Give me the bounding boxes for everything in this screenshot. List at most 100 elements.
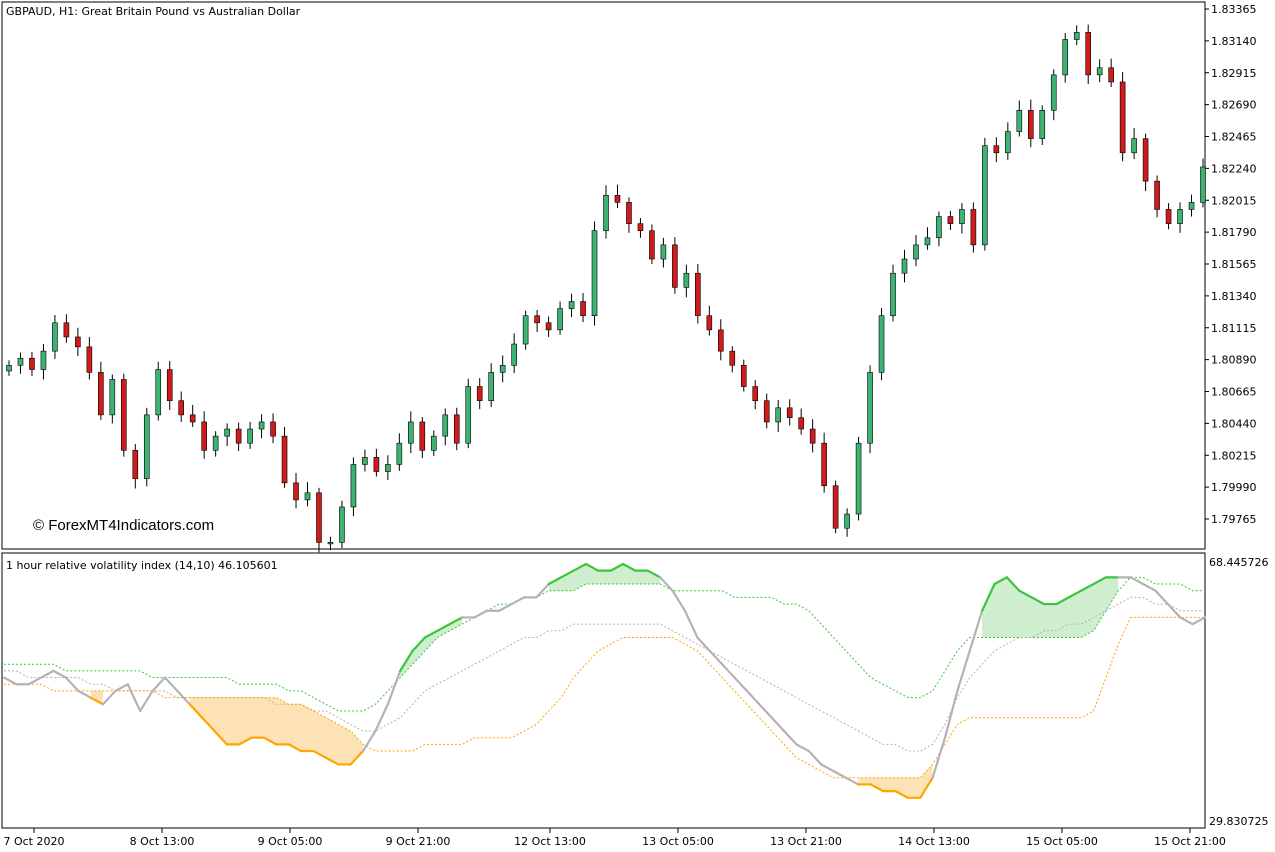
price-tick-label: 1.83365	[1211, 3, 1257, 16]
candle-body	[649, 230, 655, 260]
rvi-line-segment	[52, 669, 68, 679]
rvi-line-segment	[572, 562, 588, 572]
candle	[385, 455, 391, 481]
candle-body	[775, 407, 782, 423]
candle-body	[385, 464, 391, 472]
rvi-line-segment	[349, 749, 365, 766]
overbought-fill	[437, 624, 450, 638]
rvi-line-segment	[77, 689, 92, 699]
candle-body	[672, 244, 678, 288]
candle-body	[362, 457, 368, 465]
candle	[339, 500, 345, 549]
rvi-line-segment	[919, 776, 934, 799]
candle-body	[1085, 32, 1091, 76]
candle	[442, 408, 449, 446]
candle	[1200, 158, 1206, 208]
candle-body	[6, 364, 12, 372]
candle-body	[1050, 74, 1057, 111]
candle	[396, 433, 403, 471]
candle-body	[763, 400, 770, 423]
candle	[430, 430, 437, 456]
candle-body	[17, 357, 24, 366]
candle-body	[316, 492, 322, 543]
candle-body	[1188, 202, 1195, 210]
candle-body	[683, 272, 690, 288]
overbought-fill	[982, 584, 995, 638]
rvi-line-segment	[807, 749, 823, 766]
candle	[1131, 128, 1137, 160]
candle-body	[339, 506, 345, 543]
rvi-line-segment	[894, 790, 909, 799]
watermark: © ForexMT4Indicators.com	[33, 517, 214, 534]
candle-body	[901, 258, 908, 274]
oversold-fill	[870, 777, 884, 792]
oversold-fill	[858, 777, 871, 785]
candle-body	[913, 244, 919, 260]
oversold-fill	[338, 724, 351, 765]
rvi-line-segment	[1055, 596, 1070, 606]
candle-body	[408, 421, 414, 444]
candle	[959, 203, 965, 234]
time-tick-label: 12 Oct 13:00	[514, 835, 586, 848]
price-pane[interactable]	[1, 1, 1206, 550]
candle-body	[855, 442, 862, 515]
candle-body	[626, 202, 632, 224]
candle	[545, 316, 552, 337]
time-tick-label: 9 Oct 05:00	[258, 835, 323, 848]
candle-body	[212, 435, 219, 451]
candle	[809, 419, 816, 453]
overbought-fill	[1093, 577, 1106, 631]
time-tick-label: 7 Oct 2020	[3, 835, 64, 848]
rvi-line-segment	[782, 729, 798, 746]
candle	[86, 336, 93, 380]
candle-body	[1142, 138, 1149, 182]
rvi-line-segment	[721, 663, 736, 679]
candle-body	[465, 386, 472, 444]
candle	[511, 333, 517, 374]
candle	[132, 443, 139, 489]
rvi-line-segment	[510, 596, 526, 606]
overbought-fill	[623, 563, 636, 585]
candle-body	[1108, 67, 1114, 83]
candle-body	[982, 145, 988, 246]
candle	[683, 264, 690, 298]
indicator-fills	[90, 563, 1119, 798]
candle	[189, 404, 196, 427]
candle	[235, 422, 242, 451]
candle	[970, 202, 977, 253]
candle	[913, 234, 919, 267]
candle	[1165, 203, 1172, 230]
price-tick-label: 1.79990	[1211, 481, 1257, 494]
candle-body	[740, 364, 747, 387]
rvi-line-segment	[745, 689, 761, 706]
rvi-line-segment	[943, 689, 959, 739]
rvi-line-segment	[188, 703, 204, 719]
candle	[143, 407, 150, 487]
overbought-fill	[994, 577, 1007, 638]
candle-body	[936, 216, 942, 239]
rvi-line-segment	[981, 582, 996, 612]
candle	[591, 221, 598, 326]
candle	[614, 184, 621, 209]
candle	[626, 197, 632, 233]
oversold-fill	[907, 777, 921, 798]
candle	[534, 310, 540, 332]
candle-body	[1039, 109, 1046, 139]
candle	[1188, 194, 1195, 217]
rvi-line-segment	[708, 649, 724, 666]
oversold-fill	[920, 764, 933, 798]
rvi-line-segment	[101, 689, 117, 706]
candle-body	[959, 209, 965, 224]
candle	[1096, 59, 1103, 82]
candle	[327, 536, 334, 551]
overbought-fill	[561, 570, 574, 591]
candle-body	[1016, 109, 1023, 132]
candle-body	[924, 237, 931, 246]
candle	[488, 363, 494, 408]
candle	[832, 480, 839, 534]
candle-body	[890, 272, 896, 317]
rvi-line-segment	[968, 609, 984, 652]
candle	[1050, 69, 1057, 121]
candle	[798, 408, 804, 435]
